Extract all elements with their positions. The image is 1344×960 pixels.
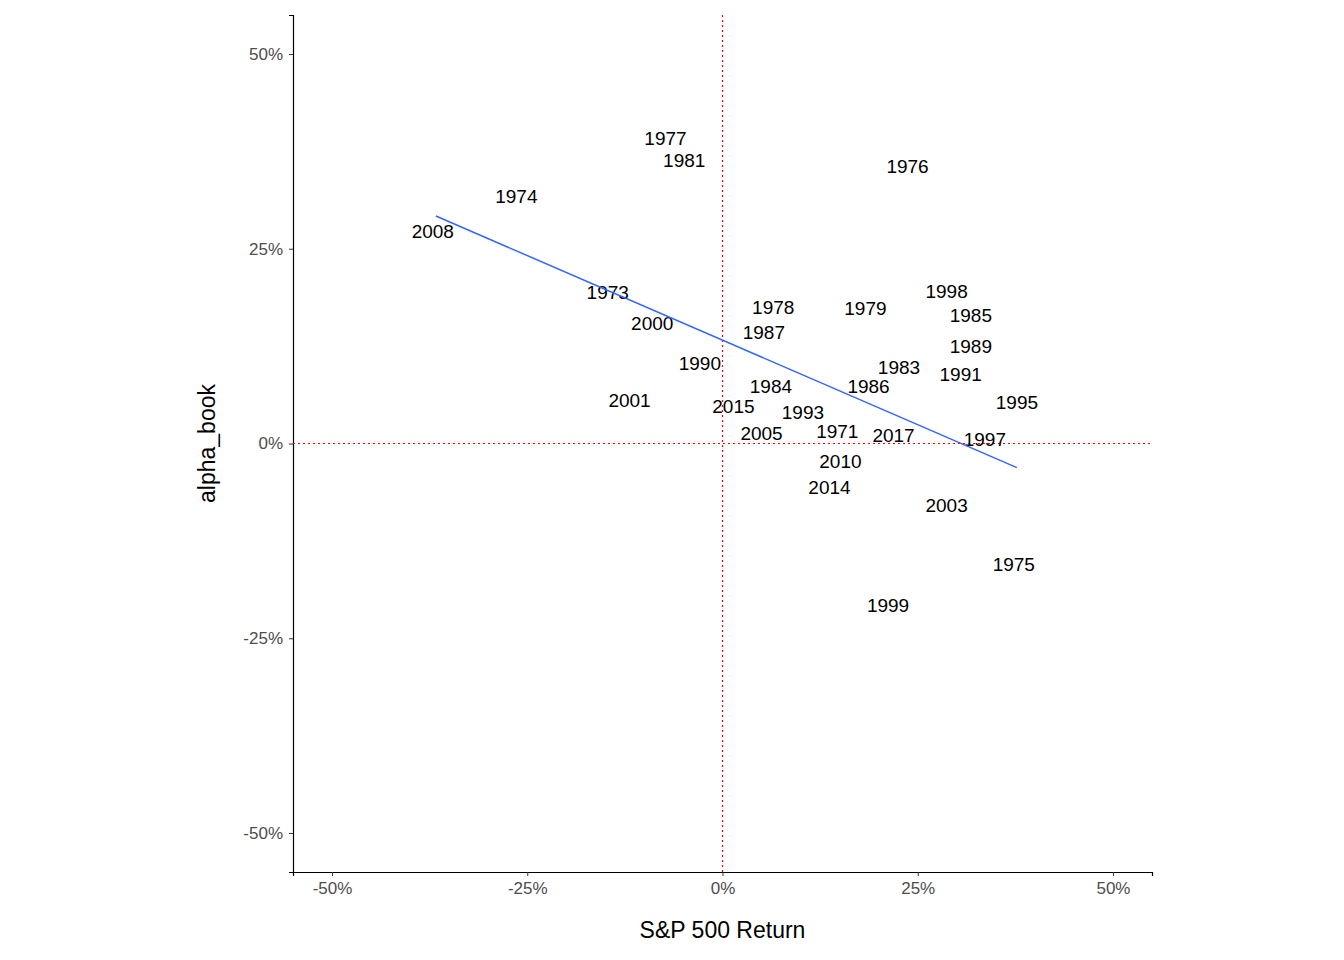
tick: 25% xyxy=(249,240,293,259)
tick-label: -25% xyxy=(243,629,283,648)
axis-line xyxy=(289,16,294,873)
point-label: 1990 xyxy=(679,353,721,374)
chart: -50% -25% 0% 25% 50% -50% -25% 0% 25% 50% 19771981… xyxy=(0,0,1344,960)
point-label: 1971 xyxy=(816,421,858,442)
tick-mark xyxy=(527,872,528,876)
point-label: 1978 xyxy=(752,297,794,318)
point-label: 1985 xyxy=(950,305,992,326)
tick: 50% xyxy=(249,45,293,64)
tick-mark xyxy=(289,444,293,445)
tick-label: 25% xyxy=(249,240,283,259)
point-label: 1993 xyxy=(782,402,824,423)
tick-label: 50% xyxy=(1096,879,1130,898)
point-label: 1989 xyxy=(950,336,992,357)
tick-mark xyxy=(332,872,333,876)
tick: 50% xyxy=(1096,872,1130,898)
tick-label: 25% xyxy=(901,879,935,898)
point-label: 2001 xyxy=(608,390,650,411)
point-label: 1973 xyxy=(587,282,629,303)
point-label: 1974 xyxy=(495,186,538,207)
tick: -25% xyxy=(243,629,293,648)
tick-mark xyxy=(289,249,293,250)
point-label: 1977 xyxy=(644,128,686,149)
point-label: 2010 xyxy=(819,451,861,472)
marks: 1977198119761974200819732000197819871979… xyxy=(293,15,1152,872)
point-label: 1987 xyxy=(743,322,785,343)
tick-label: 0% xyxy=(258,434,283,453)
tick-label: -50% xyxy=(313,879,353,898)
point-label: 2005 xyxy=(740,423,782,444)
tick: 25% xyxy=(901,872,935,898)
y-axis-title: alpha_book xyxy=(194,384,220,503)
tick-mark xyxy=(289,833,293,834)
tick: 0% xyxy=(711,872,736,898)
tick-label: -50% xyxy=(243,824,283,843)
point-label: 1984 xyxy=(750,376,793,397)
point-label: 2014 xyxy=(808,477,851,498)
tick-mark xyxy=(1113,872,1114,876)
tick-mark xyxy=(918,872,919,876)
point-label: 2017 xyxy=(872,425,914,446)
reference-line-x xyxy=(722,15,723,872)
point-label: 2003 xyxy=(925,495,967,516)
point-label: 1976 xyxy=(886,156,928,177)
point-label: 1975 xyxy=(993,554,1035,575)
x-axis-title: S&P 500 Return xyxy=(640,917,806,943)
point-label: 1999 xyxy=(867,595,909,616)
y-axis: -50% -25% 0% 25% 50% xyxy=(243,16,293,873)
point-label: 1979 xyxy=(844,298,886,319)
plot-area: -50% -25% 0% 25% 50% -50% -25% 0% 25% 50% 19771981… xyxy=(243,15,1152,898)
axis-line xyxy=(294,873,1153,877)
tick-mark xyxy=(723,872,724,876)
tick: -50% xyxy=(313,872,353,898)
tick: 0% xyxy=(258,434,293,453)
point-label: 1981 xyxy=(663,150,705,171)
tick: -25% xyxy=(508,872,548,898)
point-label: 1995 xyxy=(996,392,1038,413)
tick: -50% xyxy=(243,824,293,843)
fit-line xyxy=(436,216,1017,468)
reference-line-y xyxy=(293,443,1152,444)
point-label: 2008 xyxy=(412,221,454,242)
tick-mark xyxy=(289,638,293,639)
point-label: 1998 xyxy=(925,281,967,302)
tick-label: -25% xyxy=(508,879,548,898)
x-axis: -50% -25% 0% 25% 50% xyxy=(294,872,1153,898)
tick-mark xyxy=(289,54,293,55)
point-label: 1991 xyxy=(940,364,982,385)
point-label: 1986 xyxy=(847,376,889,397)
point-label: 2015 xyxy=(712,396,754,417)
tick-label: 0% xyxy=(711,879,736,898)
tick-label: 50% xyxy=(249,45,283,64)
